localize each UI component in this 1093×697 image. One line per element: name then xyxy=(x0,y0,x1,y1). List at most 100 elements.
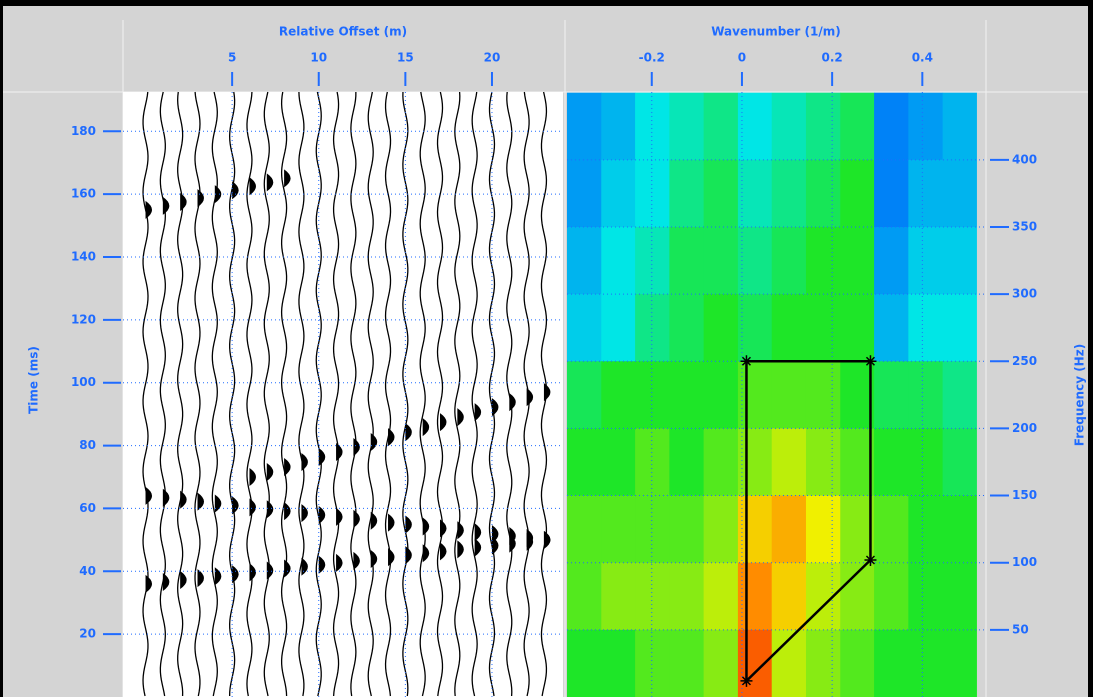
heat-cell xyxy=(806,227,841,295)
y-tick-label: 80 xyxy=(79,438,96,452)
y-tick-label: 50 xyxy=(1012,622,1029,636)
y-axis-title: Time (ms) xyxy=(27,346,41,414)
y-tick-label: 150 xyxy=(1012,488,1037,502)
heat-cell xyxy=(943,361,977,429)
heat-cell xyxy=(840,93,874,161)
heat-cell xyxy=(908,160,943,228)
heat-cell xyxy=(943,93,977,161)
heat-cell xyxy=(908,428,943,496)
heat-cell xyxy=(772,496,807,564)
right-border xyxy=(1088,0,1093,697)
heat-cell xyxy=(567,361,602,429)
heat-cell xyxy=(738,160,772,228)
y-axis-title: Frequency (Hz) xyxy=(1073,344,1087,446)
heat-cell xyxy=(806,563,841,631)
y-tick-label: 20 xyxy=(79,627,96,641)
heat-cell xyxy=(704,563,739,631)
heat-cell xyxy=(943,160,977,228)
x-tick-label: 0.4 xyxy=(912,51,933,65)
y-tick-label: 300 xyxy=(1012,287,1037,301)
heat-cell xyxy=(635,361,670,429)
heat-cell xyxy=(908,563,943,631)
heat-cell xyxy=(840,630,874,697)
x-axis-title: Wavenumber (1/m) xyxy=(711,25,841,39)
heat-cell xyxy=(908,93,943,161)
heat-cell xyxy=(635,160,670,228)
heat-cell xyxy=(772,227,807,295)
heat-cell xyxy=(738,496,772,564)
heat-cell xyxy=(669,160,704,228)
heat-cell xyxy=(806,630,841,697)
heat-cell xyxy=(601,630,635,697)
x-tick-label: 10 xyxy=(310,51,327,65)
heat-cell xyxy=(772,93,807,161)
heat-cell xyxy=(908,630,943,697)
heat-cell xyxy=(738,428,772,496)
heat-cell xyxy=(567,563,602,631)
heat-cell xyxy=(635,428,670,496)
y-tick-label: 140 xyxy=(71,250,96,264)
heat-cell xyxy=(567,630,602,697)
heat-cell xyxy=(840,160,874,228)
heat-cell xyxy=(669,227,704,295)
heat-cell xyxy=(635,227,670,295)
heat-cell xyxy=(567,428,602,496)
heat-cell xyxy=(874,496,909,564)
plot-area xyxy=(123,92,563,697)
heat-cell xyxy=(567,227,602,295)
heat-cell xyxy=(738,630,772,697)
heat-cell xyxy=(874,294,909,362)
screen: Relative Offset (m) Wavenumber (1/m) Tim… xyxy=(0,0,1093,697)
heat-cell xyxy=(943,227,977,295)
left-border xyxy=(0,0,3,697)
y-tick-label: 120 xyxy=(71,312,96,326)
heat-cell xyxy=(601,563,635,631)
heat-cell xyxy=(738,563,772,631)
heat-cell xyxy=(840,227,874,295)
y-tick-label: 160 xyxy=(71,187,96,201)
heat-cell xyxy=(908,361,943,429)
heat-cell xyxy=(874,428,909,496)
y-tick-label: 350 xyxy=(1012,219,1037,233)
heat-cell xyxy=(772,160,807,228)
heat-cell xyxy=(943,428,977,496)
x-tick-label: 5 xyxy=(228,51,236,65)
heat-cell xyxy=(635,294,670,362)
heat-cell xyxy=(601,93,635,161)
heat-cell xyxy=(669,294,704,362)
heat-cell xyxy=(601,294,635,362)
heat-cell xyxy=(772,563,807,631)
y-tick-label: 200 xyxy=(1012,421,1037,435)
heat-cell xyxy=(567,160,602,228)
heat-cell xyxy=(567,496,602,564)
heat-cell xyxy=(635,630,670,697)
heat-cell xyxy=(874,160,909,228)
heat-cell xyxy=(601,496,635,564)
x-tick-label: -0.2 xyxy=(639,51,665,65)
heat-cell xyxy=(738,93,772,161)
heat-cell xyxy=(567,294,602,362)
heat-cell xyxy=(874,361,909,429)
heat-cell xyxy=(704,160,739,228)
heat-cell xyxy=(669,428,704,496)
x-tick-label: 15 xyxy=(397,51,414,65)
heat-cell xyxy=(704,496,739,564)
x-tick-label: 0 xyxy=(738,51,746,65)
y-tick-label: 100 xyxy=(71,375,96,389)
heat-cell xyxy=(635,93,670,161)
heat-cell xyxy=(943,294,977,362)
heat-cell xyxy=(874,227,909,295)
heat-cell xyxy=(738,227,772,295)
heat-cell xyxy=(738,294,772,362)
heat-cell xyxy=(704,294,739,362)
heat-cell xyxy=(840,294,874,362)
heat-cell xyxy=(908,496,943,564)
y-tick-label: 180 xyxy=(71,124,96,138)
y-tick-label: 60 xyxy=(79,501,96,515)
x-tick-label: 20 xyxy=(484,51,501,65)
heat-cell xyxy=(943,496,977,564)
heat-cell xyxy=(704,227,739,295)
heat-cell xyxy=(704,93,739,161)
x-tick-label: 0.2 xyxy=(822,51,843,65)
heat-cell xyxy=(669,93,704,161)
